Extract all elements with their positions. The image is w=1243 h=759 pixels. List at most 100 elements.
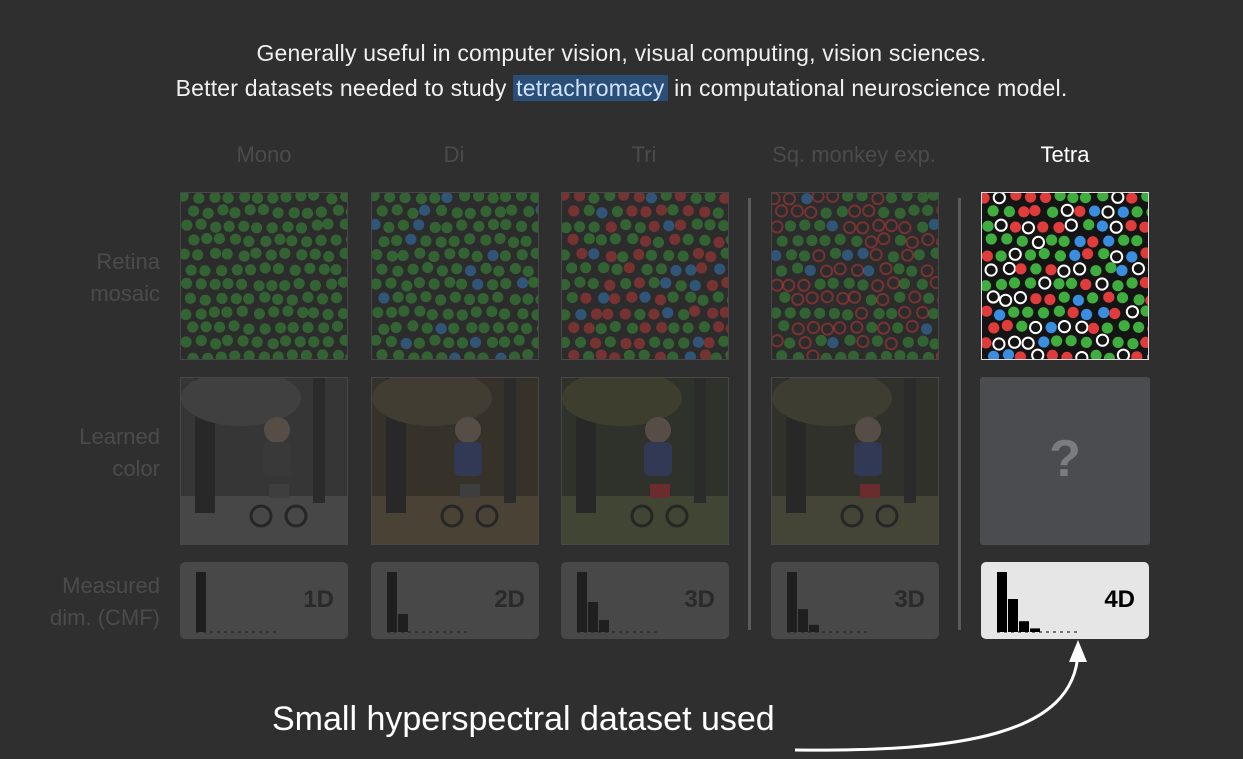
cone-cell bbox=[1105, 262, 1117, 274]
cone-cell bbox=[936, 237, 938, 247]
cone-cell bbox=[1146, 208, 1148, 217]
cone-cell bbox=[922, 351, 935, 359]
cone-cell bbox=[473, 193, 485, 202]
cone-cell bbox=[506, 204, 518, 216]
cone-cell bbox=[865, 351, 877, 359]
cone-cell bbox=[487, 279, 499, 291]
cone-cell bbox=[494, 206, 506, 218]
cone-cell bbox=[562, 309, 571, 321]
cone-cell bbox=[441, 222, 453, 234]
cone-cell bbox=[655, 204, 668, 216]
cone-cell bbox=[567, 233, 579, 245]
cone-cell bbox=[575, 336, 587, 348]
cone-cell bbox=[841, 249, 854, 261]
cone-cell bbox=[848, 204, 862, 218]
histogram-bar bbox=[1030, 628, 1040, 632]
cone-cell bbox=[1095, 277, 1109, 291]
cone-cell bbox=[820, 207, 832, 219]
cone-cell bbox=[428, 250, 440, 263]
cone-cell bbox=[921, 232, 935, 247]
cone-cell bbox=[639, 235, 652, 247]
cone-cell bbox=[645, 193, 657, 204]
cone-cell bbox=[378, 236, 390, 248]
cone-cell bbox=[617, 251, 629, 263]
cone-cell bbox=[857, 247, 869, 259]
cone-cell bbox=[1031, 348, 1045, 359]
wheel bbox=[840, 504, 864, 528]
cone-cell bbox=[707, 307, 719, 319]
cone-cell bbox=[819, 235, 831, 247]
cone-cell bbox=[1009, 221, 1022, 233]
child-head bbox=[855, 417, 881, 443]
cone-cell bbox=[887, 251, 900, 263]
cone-cell bbox=[1089, 205, 1101, 217]
cone-cell bbox=[421, 322, 433, 334]
cone-cell bbox=[282, 221, 294, 233]
cone-cell bbox=[199, 265, 211, 277]
cone-cell bbox=[287, 322, 299, 334]
cone-cell bbox=[677, 250, 689, 262]
cone-cell bbox=[814, 219, 826, 232]
cone-cell bbox=[784, 220, 796, 232]
cone-cell bbox=[1080, 278, 1092, 291]
cone-cell bbox=[318, 263, 330, 275]
cone-cell bbox=[456, 219, 468, 231]
cone-cell bbox=[1111, 193, 1125, 204]
cone-cell bbox=[507, 321, 519, 333]
cone-cell bbox=[886, 276, 901, 290]
cone-cell bbox=[420, 235, 432, 247]
cone-cell bbox=[609, 321, 621, 333]
cone-cell bbox=[304, 262, 316, 274]
cone-cell bbox=[1013, 291, 1028, 305]
cone-cell bbox=[772, 250, 782, 262]
foliage bbox=[562, 378, 682, 426]
cone-cell bbox=[311, 219, 323, 231]
cone-cell bbox=[988, 322, 1000, 334]
cone-cell bbox=[986, 290, 1000, 304]
cone-cell bbox=[842, 193, 854, 202]
cone-cell bbox=[583, 322, 595, 334]
cone-cell bbox=[871, 279, 885, 293]
cone-cell bbox=[856, 221, 870, 235]
cone-cell bbox=[784, 337, 796, 349]
cone-cell bbox=[776, 350, 788, 359]
photo-svg bbox=[181, 378, 347, 544]
dim-label-mono: 1D bbox=[303, 586, 334, 613]
cone-cell bbox=[307, 307, 320, 319]
cone-cell bbox=[908, 204, 920, 216]
cone-cell bbox=[522, 349, 534, 359]
cone-cell bbox=[588, 193, 600, 204]
cone-cell bbox=[611, 263, 623, 275]
cone-cell bbox=[531, 221, 538, 233]
cone-cell bbox=[623, 262, 635, 274]
cone-cell bbox=[898, 305, 912, 319]
cone-cell bbox=[337, 276, 347, 288]
cone-cell bbox=[444, 276, 456, 288]
headline-line-2-before: Better datasets needed to study bbox=[175, 75, 514, 101]
cone-cell bbox=[464, 351, 476, 359]
cone-cell bbox=[1038, 336, 1050, 348]
cone-cell bbox=[1069, 249, 1081, 261]
cone-cell bbox=[200, 321, 212, 333]
cone-cell bbox=[772, 278, 784, 292]
cone-cell bbox=[843, 277, 855, 289]
cone-cell bbox=[1131, 262, 1145, 276]
histogram-bar bbox=[997, 572, 1007, 632]
cone-cell bbox=[330, 292, 343, 304]
cone-cell bbox=[682, 233, 694, 245]
cone-cell bbox=[1095, 333, 1110, 347]
cone-cell bbox=[652, 236, 665, 248]
cone-cell bbox=[459, 193, 471, 202]
cone-cell bbox=[181, 277, 193, 289]
cone-cell bbox=[210, 221, 222, 233]
cone-cell bbox=[609, 293, 621, 305]
cone-cell bbox=[725, 235, 728, 245]
cone-cell bbox=[1131, 351, 1143, 359]
cone-cell bbox=[492, 322, 505, 334]
cone-cell bbox=[530, 247, 538, 259]
cone-cell bbox=[323, 251, 335, 263]
cone-cell bbox=[1074, 235, 1086, 248]
cone-cell bbox=[877, 232, 891, 246]
cone-cell bbox=[699, 349, 712, 359]
cone-cell bbox=[784, 307, 796, 319]
